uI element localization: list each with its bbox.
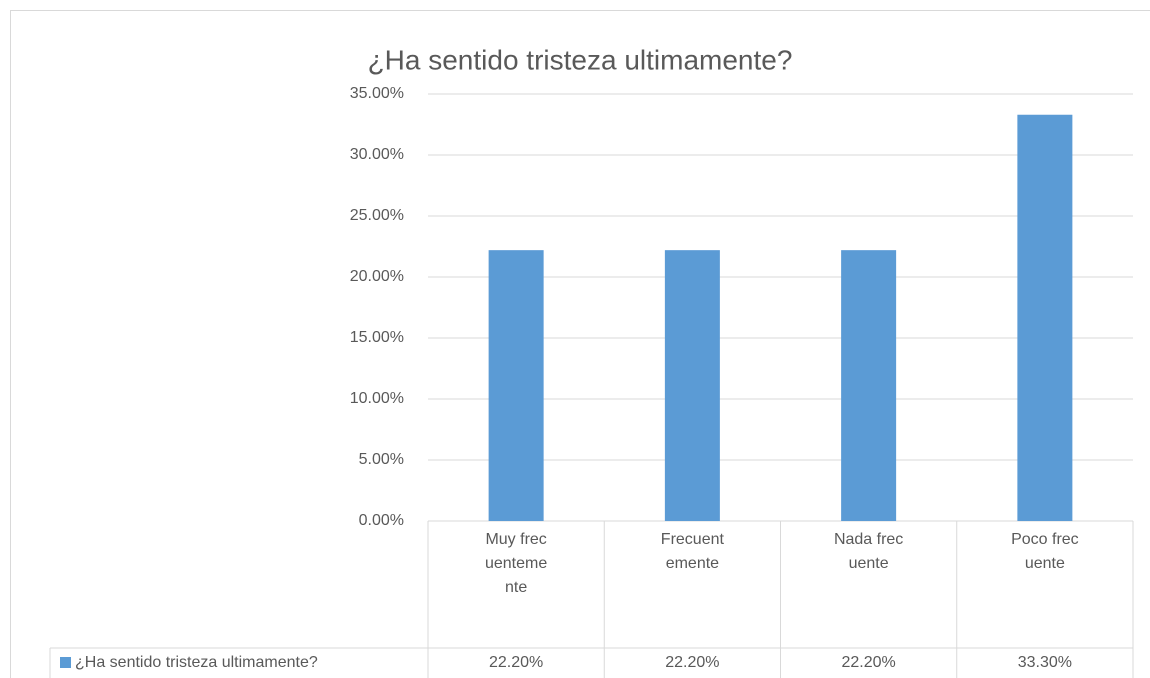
y-tick-label: 35.00% [350, 85, 404, 102]
x-tick-label: Frecuentemente [660, 531, 724, 572]
bar [841, 250, 897, 521]
data-table-value: 22.20% [841, 654, 896, 671]
chart-title: ¿Ha sentido tristeza ultimamente? [368, 44, 793, 75]
x-tick-label: Poco frecuente [1011, 531, 1079, 572]
data-table-value: 22.20% [488, 654, 544, 671]
bar [664, 250, 720, 521]
y-tick-label: 15.00% [350, 329, 404, 346]
x-tick-label: Muy frecuentemente [484, 531, 548, 596]
legend-swatch [60, 657, 71, 668]
chart-border [10, 10, 1150, 678]
y-tick-label: 0.00% [359, 512, 404, 529]
data-table-value: 22.20% [665, 654, 720, 671]
legend-entry: ¿Ha sentido tristeza ultimamente? [60, 648, 318, 678]
bar [488, 250, 544, 521]
data-table-value: 33.30% [1017, 654, 1072, 671]
x-tick-label: Nada frecuente [833, 531, 904, 572]
legend-label: ¿Ha sentido tristeza ultimamente? [75, 654, 318, 671]
bar [1017, 114, 1073, 522]
y-tick-label: 30.00% [350, 146, 404, 163]
y-tick-label: 25.00% [350, 207, 404, 224]
y-tick-label: 20.00% [350, 268, 404, 285]
y-tick-label: 10.00% [350, 390, 404, 407]
y-tick-label: 5.00% [359, 451, 404, 468]
